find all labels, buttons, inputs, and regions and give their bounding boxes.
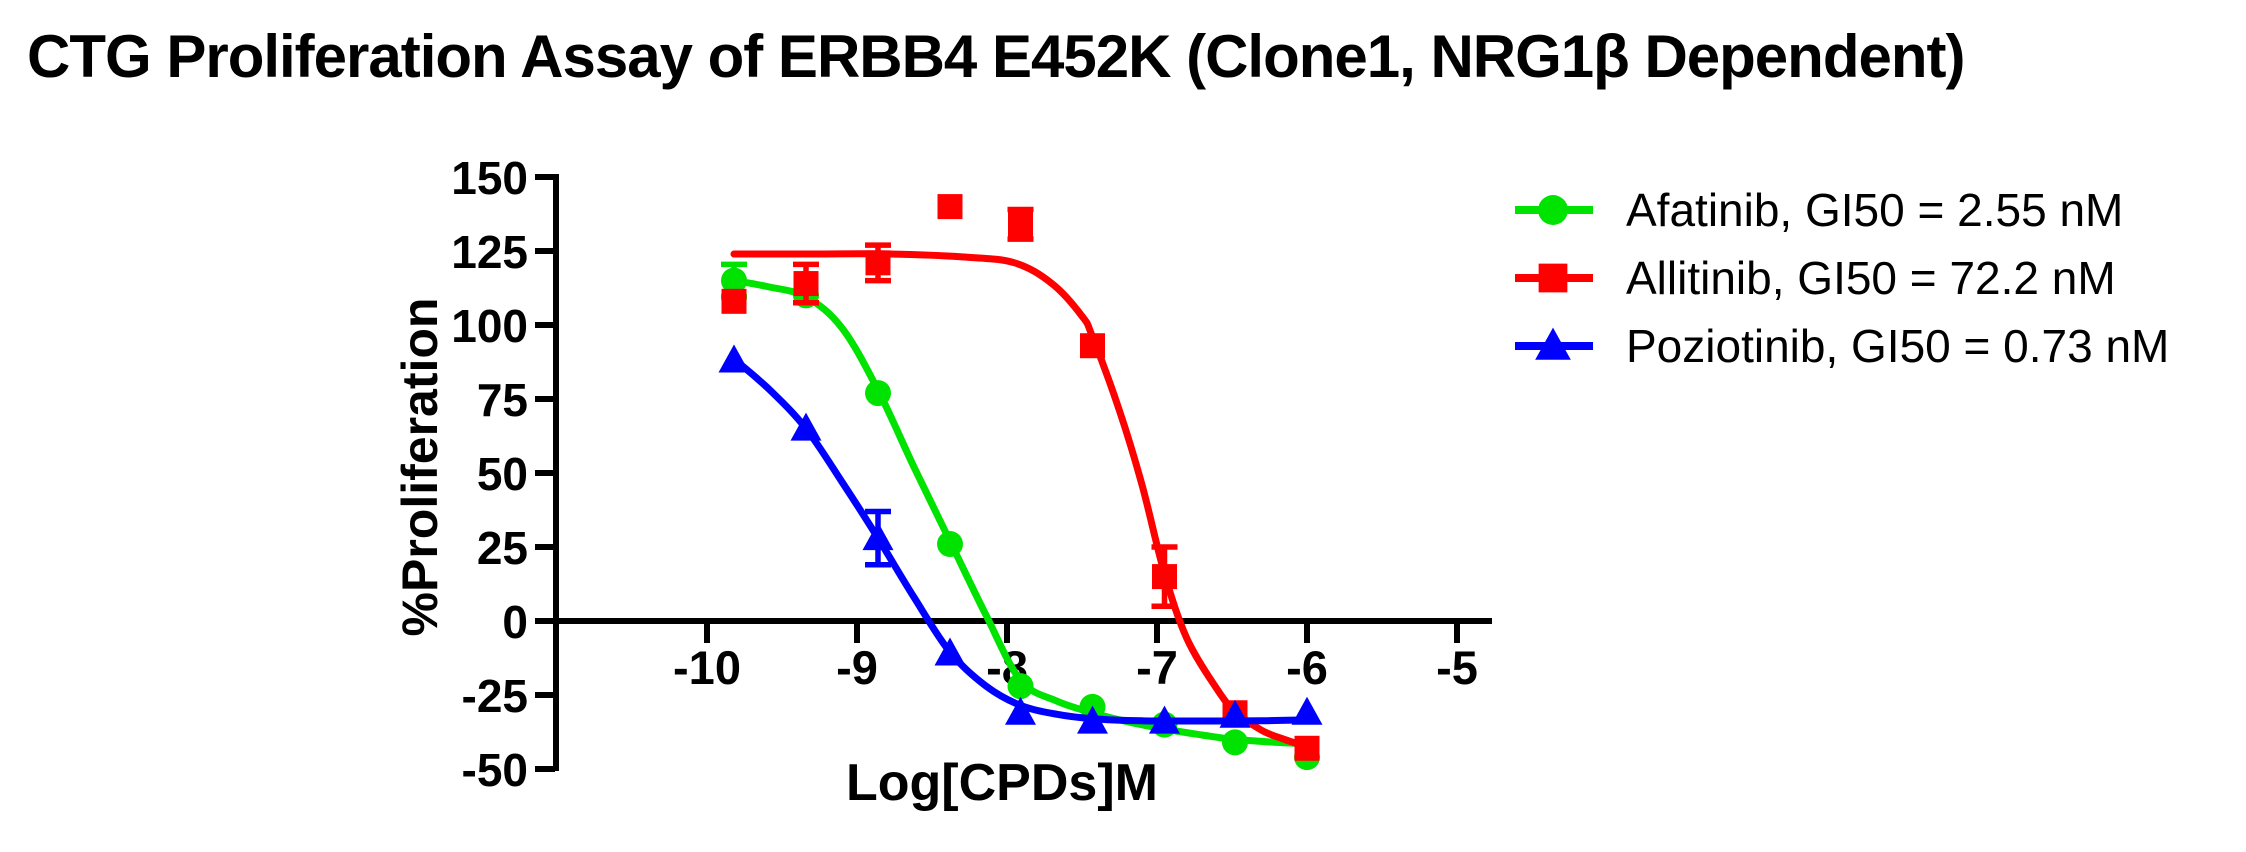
square-legend-marker-icon — [1515, 263, 1593, 293]
x-axis-title: Log[CPDs]M — [846, 754, 1158, 812]
square-data-point — [937, 194, 963, 220]
square-data-point — [721, 288, 747, 314]
legend-label: Allitinib, GI50 = 72.2 nM — [1626, 252, 2116, 304]
x-axis-tick-label: -7 — [1136, 641, 1178, 694]
legend-marker — [1538, 263, 1568, 293]
fit-curve-afatinib — [730, 277, 1311, 748]
y-axis-tick-label: -25 — [462, 670, 528, 722]
y-axis-title: %Proliferation — [392, 298, 448, 637]
legend-item-poziotinib: Poziotinib, GI50 = 0.73 nM — [1512, 312, 2169, 380]
square-data-point — [1008, 211, 1033, 237]
y-axis-tick-label: 0 — [502, 596, 528, 648]
x-axis-tick-label: -9 — [836, 641, 878, 694]
triangle-data-point — [790, 412, 822, 441]
y-axis-tick-label: 150 — [451, 152, 528, 204]
series-afatinib — [721, 261, 1320, 771]
y-axis-tick-label: 50 — [477, 448, 528, 500]
y-axis-tick-label: 75 — [477, 374, 528, 426]
square-data-point — [793, 271, 819, 297]
triangle-data-point — [1077, 705, 1108, 734]
circle-legend-marker-icon — [1515, 195, 1593, 225]
legend-item-afatinib: Afatinib, GI50 = 2.55 nM — [1512, 176, 2169, 244]
legend: Afatinib, GI50 = 2.55 nM Allitinib, GI50 … — [1512, 176, 2169, 380]
triangle-data-point — [1005, 696, 1036, 725]
legend-item-allitinib: Allitinib, GI50 = 72.2 nM — [1512, 244, 2169, 312]
chart-title: CTG Proliferation Assay of ERBB4 E452K (… — [27, 23, 1965, 90]
circle-data-point — [865, 380, 891, 407]
legend-marker — [1538, 195, 1568, 225]
triangle-legend-marker-icon — [1515, 327, 1593, 360]
triangle-data-point — [862, 522, 894, 551]
y-axis-tick-label: 125 — [451, 226, 528, 278]
triangle-data-point — [934, 637, 966, 666]
square-data-point — [1294, 735, 1320, 761]
square-data-point — [1152, 564, 1177, 590]
triangle-data-point — [1291, 696, 1323, 725]
circle-data-point — [721, 267, 747, 294]
x-axis-tick-label: -5 — [1436, 641, 1478, 694]
y-axis-tick-label: 25 — [477, 522, 528, 574]
legend-label: Poziotinib, GI50 = 0.73 nM — [1626, 320, 2170, 372]
legend-label: Afatinib, GI50 = 2.55 nM — [1626, 184, 2124, 236]
x-axis-tick-label: -6 — [1286, 641, 1328, 694]
square-data-point — [1080, 333, 1105, 359]
circle-data-point — [1222, 729, 1248, 756]
y-axis-tick-label: 100 — [451, 300, 528, 352]
fit-curve-poziotinib — [730, 355, 1311, 725]
x-axis-tick-label: -10 — [673, 641, 741, 694]
series-poziotinib — [718, 344, 1323, 734]
square-data-point — [865, 250, 891, 276]
triangle-data-point — [1219, 699, 1251, 728]
y-axis-tick-label: -50 — [462, 744, 528, 796]
circle-data-point — [937, 531, 963, 558]
triangle-data-point — [1149, 705, 1180, 734]
legend-marker — [1535, 327, 1571, 360]
triangle-data-point — [718, 344, 750, 373]
circle-data-point — [1007, 673, 1034, 700]
